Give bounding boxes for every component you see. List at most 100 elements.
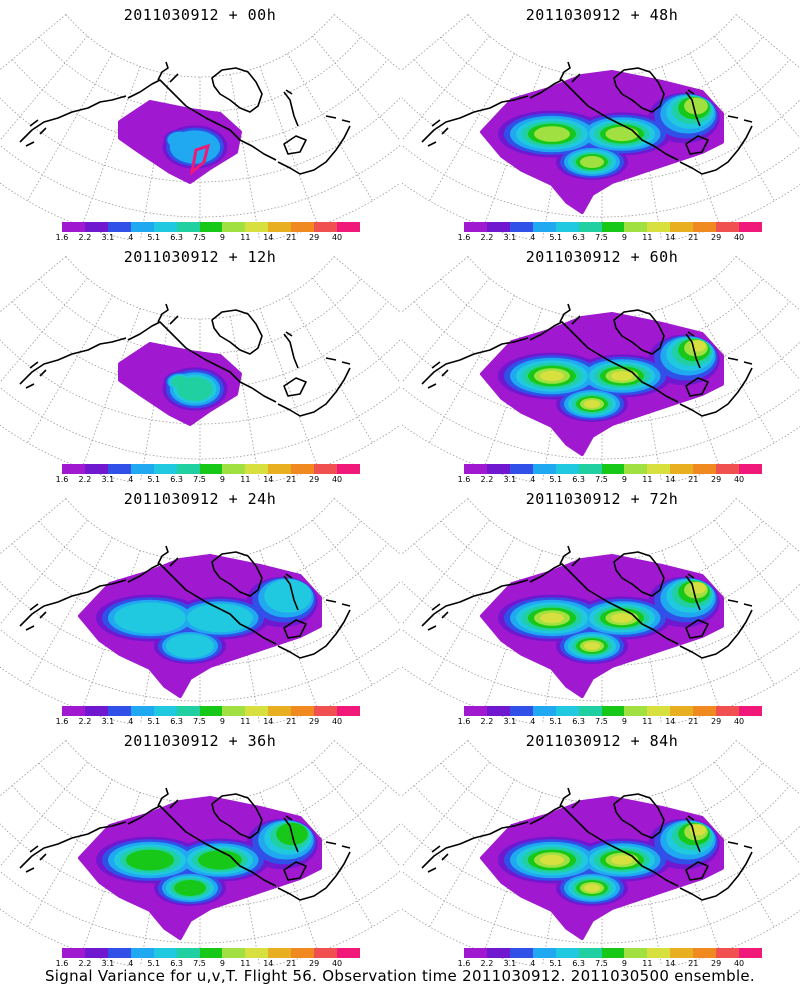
- colorbar-swatch: [245, 464, 269, 474]
- variance-contour: [611, 855, 633, 865]
- colorbar-label: 6.3: [170, 233, 183, 242]
- colorbar-label: 1.6: [55, 959, 69, 968]
- colorbar-label: 11: [642, 717, 653, 726]
- colorbar-swatch: [153, 948, 177, 958]
- colorbar-label: 1.6: [55, 233, 69, 242]
- colorbar-label: 5.1: [147, 233, 161, 242]
- variance-contour: [264, 579, 312, 613]
- colorbar: 1.6 2.2 3.1 4 5.1 6.3 7.5 9 11 14 21 29 40: [458, 464, 762, 484]
- variance-contour: [584, 642, 600, 650]
- colorbar-label: 7.5: [595, 717, 608, 726]
- colorbar-label: 7.5: [595, 959, 608, 968]
- polar-map: [0, 14, 400, 240]
- polar-map: [0, 256, 400, 482]
- colorbar-swatch: [532, 706, 556, 716]
- colorbar-swatch: [291, 222, 315, 232]
- colorbar-swatch: [532, 948, 556, 958]
- colorbar-label: 29: [309, 717, 320, 726]
- map-layer: [0, 740, 400, 966]
- colorbar-swatch: [716, 948, 740, 958]
- colorbar-label: 21: [688, 717, 699, 726]
- colorbar-swatch: [670, 706, 694, 716]
- map-panel: 2011030912 + 12h 1.6 2.2 3.1 4 5.1 6.3 7.5 9 11 14…: [0, 242, 400, 484]
- colorbar-label: 11: [240, 233, 251, 242]
- colorbar-label: 4: [128, 959, 134, 968]
- panel-title: 2011030912 + 12h: [123, 248, 277, 266]
- colorbar-label: 29: [309, 233, 320, 242]
- colorbar-swatch: [291, 464, 315, 474]
- colorbar-swatch: [486, 464, 510, 474]
- colorbar-swatch: [647, 706, 671, 716]
- colorbar-label: 3.1: [101, 475, 115, 484]
- coastline: [421, 545, 753, 659]
- panel-title: 2011030912 + 72h: [525, 490, 679, 508]
- colorbar-swatch: [555, 222, 579, 232]
- variance-contour: [540, 370, 564, 382]
- figure-caption: Signal Variance for u,v,T. Flight 56. Ob…: [44, 967, 756, 985]
- colorbar-swatch: [532, 222, 556, 232]
- colorbar-label: 7.5: [193, 233, 206, 242]
- colorbar-swatch: [716, 706, 740, 716]
- colorbar-label: 1.6: [457, 717, 471, 726]
- variance-contour: [611, 613, 633, 623]
- colorbar-label: 14: [665, 717, 676, 726]
- variance-field: [118, 100, 242, 184]
- colorbar-label: 1.6: [457, 475, 471, 484]
- coastline: [421, 61, 753, 175]
- colorbar-label: 40: [331, 959, 343, 968]
- colorbar-swatch: [107, 222, 131, 232]
- colorbar-swatch: [337, 948, 360, 958]
- coastline: [19, 61, 351, 175]
- variance-contour: [171, 376, 189, 388]
- coastline: [421, 787, 753, 901]
- colorbar-swatch: [176, 948, 200, 958]
- colorbar-swatch: [268, 948, 292, 958]
- colorbar-label: 9: [219, 717, 225, 726]
- colorbar-label: 21: [286, 233, 297, 242]
- colorbar-label: 3.1: [503, 959, 517, 968]
- colorbar-swatch: [130, 706, 154, 716]
- colorbar-label: 29: [711, 717, 722, 726]
- colorbar-swatch: [199, 948, 223, 958]
- colorbar-swatch: [670, 948, 694, 958]
- colorbar-swatch: [222, 948, 246, 958]
- variance-contour: [167, 131, 193, 149]
- colorbar-label: 14: [665, 233, 676, 242]
- colorbar-label: 3.1: [503, 717, 517, 726]
- polar-map: [402, 498, 800, 724]
- map-layer: [0, 256, 400, 482]
- variance-contour: [198, 850, 242, 870]
- colorbar-label: 9: [219, 959, 225, 968]
- panel-title: 2011030912 + 48h: [525, 6, 679, 24]
- colorbar-swatch: [107, 464, 131, 474]
- colorbar-label: 3.1: [101, 233, 115, 242]
- colorbar-swatch: [693, 222, 717, 232]
- colorbar-swatch: [601, 706, 625, 716]
- colorbar-label: 2.2: [480, 959, 494, 968]
- colorbar-swatch: [62, 948, 85, 958]
- colorbar-swatch: [314, 222, 338, 232]
- colorbar-swatch: [464, 464, 487, 474]
- colorbar-swatch: [578, 706, 602, 716]
- colorbar-swatch: [107, 706, 131, 716]
- colorbar-label: 6.3: [572, 717, 585, 726]
- colorbar-swatch: [222, 222, 246, 232]
- colorbar-label: 6.3: [572, 959, 585, 968]
- colorbar-label: 40: [331, 233, 343, 242]
- map-layer: [402, 498, 800, 724]
- colorbar: 1.6 2.2 3.1 4 5.1 6.3 7.5 9 11 14 21 29 40: [458, 222, 762, 242]
- panel-title: 2011030912 + 24h: [123, 490, 277, 508]
- colorbar-label: 9: [621, 475, 627, 484]
- colorbar-label: 29: [711, 959, 722, 968]
- variance-field: [78, 554, 322, 698]
- variance-contour: [174, 880, 206, 896]
- colorbar: 1.6 2.2 3.1 4 5.1 6.3 7.5 9 11 14 21 29 40: [56, 464, 360, 484]
- colorbar-label: 5.1: [147, 475, 161, 484]
- map-panel: 2011030912 + 00h 1.6 2.2 3.1 4 5.1 6.3 7.5 9 11 14…: [0, 0, 400, 242]
- variance-contour: [540, 854, 564, 866]
- colorbar-swatch: [464, 222, 487, 232]
- colorbar-label: 6.3: [170, 959, 183, 968]
- colorbar-label: 1.6: [55, 475, 69, 484]
- colorbar-swatch: [624, 706, 648, 716]
- map-panel: 2011030912 + 84h 1.6 2.2 3.1 4 5.1 6.3 7.5 9 11 14…: [402, 726, 800, 968]
